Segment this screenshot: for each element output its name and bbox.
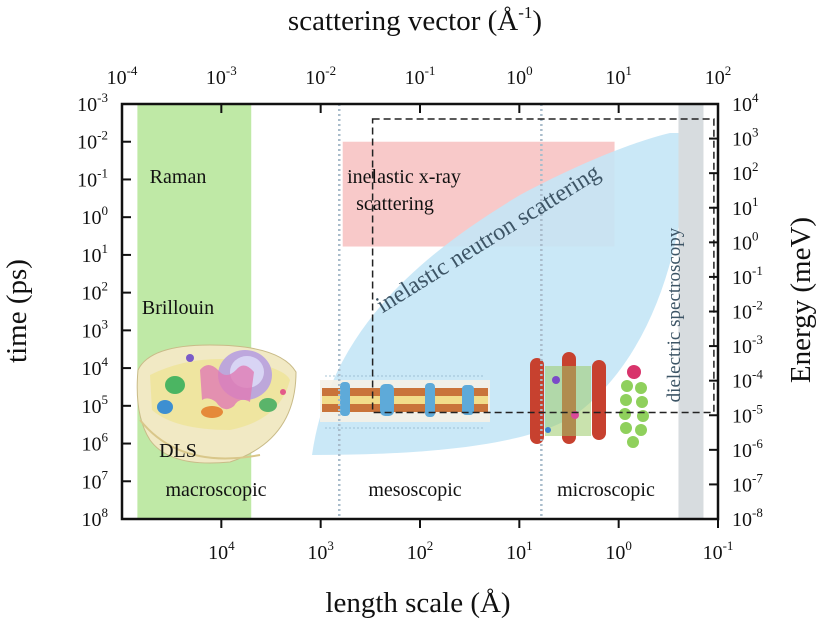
left-tick-label: 105 bbox=[82, 392, 109, 418]
raman-label: Raman bbox=[150, 166, 207, 188]
bottom-tick-label: 102 bbox=[407, 538, 434, 564]
bottom-tick-label: 104 bbox=[208, 538, 235, 564]
left-tick-label: 10-3 bbox=[77, 90, 108, 116]
top-tick-label: 101 bbox=[605, 63, 632, 89]
left-tick-label: 10-2 bbox=[77, 128, 108, 154]
right-tick-label: 10-7 bbox=[732, 470, 763, 496]
right-tick-label: 102 bbox=[732, 159, 759, 185]
right-tick-label: 10-3 bbox=[732, 332, 763, 358]
right-tick-label: 103 bbox=[732, 125, 759, 151]
bottom-tick-label: 103 bbox=[307, 538, 334, 564]
top-tick-label: 10-3 bbox=[206, 63, 237, 89]
right-tick-label: 10-8 bbox=[732, 505, 763, 531]
right-tick-label: 100 bbox=[732, 228, 759, 254]
right-tick-label: 10-4 bbox=[732, 367, 763, 393]
right-tick-label: 10-1 bbox=[732, 263, 763, 289]
left-tick-label: 102 bbox=[82, 279, 109, 305]
brillouin-label: Brillouin bbox=[142, 297, 214, 319]
top-axis-title: scattering vector (Å-1) bbox=[288, 3, 542, 37]
top-tick-label: 102 bbox=[705, 63, 732, 89]
left-axis-title: time (ps) bbox=[1, 259, 33, 363]
bottom-tick-label: 10-1 bbox=[703, 538, 734, 564]
bottom-tick-label: 101 bbox=[506, 538, 533, 564]
top-tick-label: 100 bbox=[506, 63, 533, 89]
left-tick-label: 106 bbox=[82, 430, 109, 456]
right-tick-label: 104 bbox=[732, 90, 759, 116]
left-tick-label: 103 bbox=[82, 316, 109, 342]
top-tick-label: 10-2 bbox=[305, 63, 336, 89]
top-tick-label: 10-1 bbox=[405, 63, 436, 89]
right-tick-label: 10-5 bbox=[732, 401, 763, 427]
right-tick-label: 101 bbox=[732, 194, 759, 220]
bottom-axis-title: length scale (Å) bbox=[325, 587, 510, 619]
bottom-tick-label: 100 bbox=[605, 538, 632, 564]
membrane-illustration bbox=[320, 375, 490, 429]
protein-illustration bbox=[530, 352, 606, 444]
ixs-label-line1: inelastic x-ray bbox=[347, 166, 461, 188]
macroscopic-label: macroscopic bbox=[165, 479, 266, 501]
lipid-illustration bbox=[619, 365, 649, 448]
left-tick-label: 108 bbox=[82, 505, 109, 531]
cell-illustration bbox=[136, 344, 297, 464]
dielectric-spectroscopy-region bbox=[678, 104, 704, 519]
left-tick-label: 10-1 bbox=[77, 165, 108, 191]
neutron-dashed-box bbox=[371, 118, 715, 414]
left-tick-label: 101 bbox=[82, 241, 109, 267]
right-tick-label: 10-2 bbox=[732, 298, 763, 324]
left-tick-label: 100 bbox=[82, 203, 109, 229]
mesoscopic-label: mesoscopic bbox=[368, 479, 461, 501]
microscopic-label: microscopic bbox=[557, 479, 655, 501]
left-tick-label: 104 bbox=[82, 354, 109, 380]
dielectric-label: dielectric spectroscopy bbox=[664, 227, 685, 402]
top-tick-label: 10-4 bbox=[107, 63, 138, 89]
dls-label: DLS bbox=[159, 440, 197, 462]
right-tick-label: 10-6 bbox=[732, 436, 763, 462]
ixs-label-line2: scattering bbox=[356, 193, 434, 215]
right-axis-title: Energy (meV) bbox=[785, 217, 817, 383]
left-tick-label: 107 bbox=[82, 467, 109, 493]
